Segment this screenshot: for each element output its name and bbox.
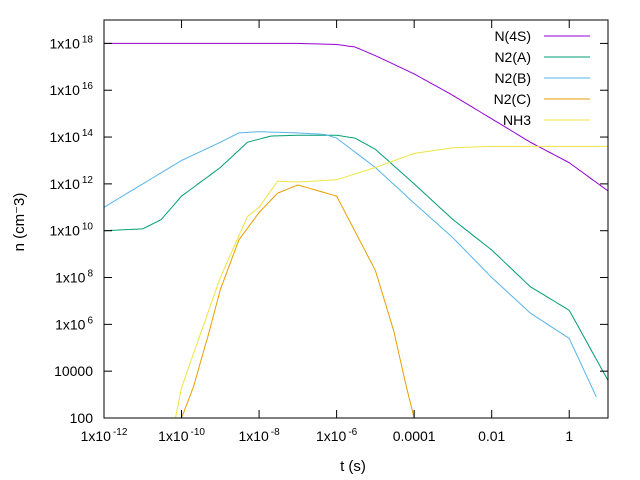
series-line-3 [181,184,415,418]
x-axis-label: t (s) [340,458,366,475]
legend-label-2: N2(B) [494,70,531,86]
y-tick-label-0: 100 [70,410,94,426]
x-tick-label-2: 1x10 -8 [238,427,280,444]
series-line-2 [104,131,597,398]
x-tick-label-6: 1 [565,428,573,444]
y-tick-label-6: 1x10 14 [50,128,94,145]
x-tick-label-3: 1x10 -6 [316,427,358,444]
x-tick-label-5: 0.01 [478,428,505,444]
y-tick-label-7: 1x10 16 [50,81,94,98]
tick-layer: 1x10 -12 1x10 -10 1x10 -8 1x10 -6 0.0001 0.01 1 100… [50,20,608,444]
legend-label-4: NH3 [503,112,531,128]
y-tick-label-5: 1x10 12 [50,175,94,192]
plot-frame [103,19,609,419]
series-line-4 [175,145,608,418]
series-layer [104,42,608,418]
series-line-0 [104,42,608,192]
y-tick-label-8: 1x10 18 [50,34,94,51]
y-tick-label-3: 1x10 8 [55,269,93,286]
legend-label-1: N2(A) [494,49,531,65]
x-tick-label-0: 1x10 -12 [81,427,128,444]
legend: N(4S) N2(A) N2(B) N2(C) NH3 [494,28,590,128]
x-tick-label-1: 1x10 -10 [158,427,205,444]
legend-label-3: N2(C) [494,91,531,107]
y-tick-label-4: 1x10 10 [50,222,94,239]
series-line-1 [104,134,608,381]
x-tick-label-4: 0.0001 [393,428,436,444]
legend-label-0: N(4S) [494,28,531,44]
y-tick-label-2: 1x10 6 [55,315,93,332]
y-tick-label-1: 10000 [54,363,93,379]
y-axis-label: n (cm⁻3) [11,193,28,252]
